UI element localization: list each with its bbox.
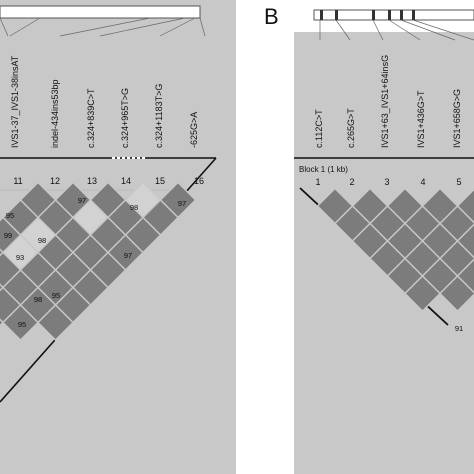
ld-cell <box>2 304 39 341</box>
panel-b-snp-label: IVS1+63_IVS1+64insG <box>380 55 390 148</box>
panel-a-ld-value: 97 <box>178 199 186 208</box>
panel-a-ld-value: 95 <box>6 211 14 220</box>
ld-cell <box>456 258 474 294</box>
panel-a-marker-number: 14 <box>121 176 131 186</box>
panel-b-snp-label: IVS1+658G>G <box>452 89 462 148</box>
panel-a-ld-value: 98 <box>130 203 138 212</box>
panel-a-marker-number: 16 <box>194 176 204 186</box>
panel-b-marker-numbers: 1 2 3 4 5 <box>315 177 461 187</box>
panel-b-snp-label: c.265G>T <box>346 108 356 148</box>
panel-b-snp-labels: c.112C>T c.265G>T IVS1+63_IVS1+64insG IVS1+… <box>314 55 462 148</box>
panel-a-marker-number: 13 <box>87 176 97 186</box>
panel-a-ld-value: 99 <box>4 231 12 240</box>
panel-a-ld-values: 95 97 98 99 93 98 98 97 97 95 95 <box>4 196 186 329</box>
ld-cell <box>439 275 474 312</box>
panel-b-marker-number: 4 <box>420 177 425 187</box>
panel-b-marker-number: 5 <box>456 177 461 187</box>
panel-b-marker-number: 2 <box>349 177 354 187</box>
panel-b-marker-number: 1 <box>315 177 320 187</box>
ld-cell <box>404 275 441 312</box>
panel-b-snp-label: c.112C>T <box>314 109 324 148</box>
panel-b-ld-cells <box>316 187 474 312</box>
panel-a-marker-number: 11 <box>13 176 22 186</box>
ld-cell <box>456 188 474 224</box>
panel-a-gene-ruler <box>0 5 206 37</box>
panel-a-ld-value: 95 <box>18 320 26 329</box>
ld-cell <box>0 318 4 327</box>
panel-b-block-label: Block 1 (1 kb) <box>299 165 348 174</box>
panel-a-marker-number: 12 <box>50 176 60 186</box>
ld-cell <box>37 304 74 341</box>
panel-a-snp-label: IVS1-37_IVS1-38insAT <box>10 55 20 148</box>
panel-b-marker-number: 3 <box>384 177 389 187</box>
panel-a-snp-label: indel-434ins53bp <box>50 79 60 148</box>
panel-b-ld-value: 91 <box>455 324 463 333</box>
panel-b-gene-ruler <box>313 9 474 41</box>
panel-a-snp-label: c.324+1183T>G <box>154 84 164 148</box>
panel-a-ld-cells <box>0 181 197 341</box>
panel-a-snp-label: c.324+839C>T <box>86 88 96 148</box>
panel-a-marker-number: 15 <box>155 176 165 186</box>
panel-a-ld-value: 98 <box>34 295 42 304</box>
panel-letter-b: B <box>264 4 279 29</box>
panel-a-ld-value: 95 <box>52 291 60 300</box>
panel-a-ld-value: 97 <box>78 196 86 205</box>
panel-b-ld-values: 91 <box>455 324 463 333</box>
panel-a-snp-label: -625G>A <box>189 112 199 148</box>
panel-a-snp-labels: IVS1-37_IVS1-38insAT indel-434ins53bp c.32… <box>10 55 199 148</box>
panel-a-snp-label: c.324+965T>G <box>120 88 130 148</box>
panel-a-ld-value: 97 <box>124 251 132 260</box>
panel-b-snp-label: IVS1+436G>T <box>416 90 426 148</box>
ld-cell <box>456 223 474 259</box>
panel-a-ld-value: 98 <box>38 236 46 245</box>
panel-a-ld-value: 93 <box>16 253 24 262</box>
panel-a-marker-numbers: 11 12 13 14 15 16 <box>13 176 204 186</box>
